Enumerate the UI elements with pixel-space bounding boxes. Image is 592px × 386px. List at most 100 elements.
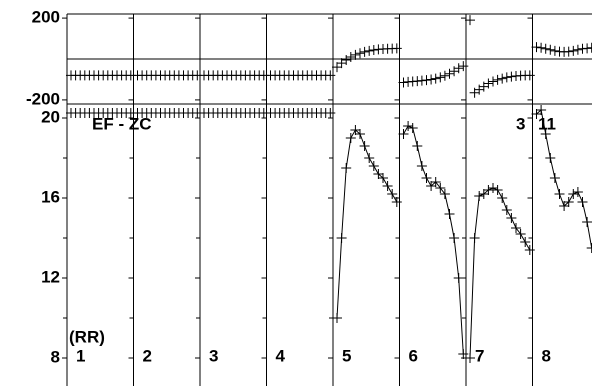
data-point	[412, 141, 423, 151]
data-point	[426, 181, 437, 191]
data-point	[430, 73, 441, 84]
data-point	[355, 129, 365, 139]
data-point	[582, 43, 592, 54]
data-point	[492, 185, 503, 195]
series-line	[536, 109, 592, 249]
data-point	[368, 45, 379, 55]
data-point	[568, 189, 579, 199]
data-point	[545, 153, 556, 163]
data-point	[444, 68, 455, 79]
data-point	[586, 243, 592, 253]
data-point	[554, 189, 565, 199]
data-point	[549, 45, 560, 56]
data-point	[387, 189, 398, 199]
annotation: 11	[538, 114, 556, 133]
data-point	[531, 109, 542, 119]
data-point	[439, 189, 450, 199]
data-point	[577, 197, 588, 207]
data-point	[563, 46, 574, 57]
data-point	[332, 62, 342, 73]
data-point	[364, 153, 375, 163]
data-point	[398, 129, 409, 139]
series-line	[403, 125, 464, 355]
data-point	[568, 45, 579, 56]
data-point	[332, 313, 342, 323]
data-point	[391, 197, 402, 207]
data-point	[540, 129, 551, 139]
panel-label: 2	[143, 346, 152, 365]
data-point	[531, 42, 542, 53]
data-point	[501, 72, 512, 83]
data-point	[350, 125, 361, 135]
data-point	[488, 76, 498, 87]
data-point	[350, 49, 361, 60]
y-tick-label: -200	[26, 89, 60, 108]
data-point	[524, 70, 535, 81]
data-point	[465, 353, 475, 363]
data-point	[549, 173, 560, 183]
data-point	[325, 108, 336, 118]
data-point	[416, 161, 427, 171]
data-point	[478, 189, 489, 199]
y-tick-label: 16	[41, 187, 60, 206]
data-point	[563, 197, 574, 207]
data-point	[453, 63, 464, 74]
data-point	[501, 205, 512, 215]
y-tick-label: 20	[41, 107, 60, 126]
y-tick-label: 8	[51, 347, 60, 366]
data-point	[582, 217, 592, 227]
data-point	[545, 44, 556, 55]
data-point	[364, 45, 375, 56]
data-point	[524, 245, 535, 255]
series-line	[336, 129, 398, 319]
data-point	[536, 105, 547, 115]
data-point	[398, 77, 409, 88]
series-line	[469, 187, 531, 359]
data-point	[474, 191, 485, 201]
data-point	[511, 223, 521, 233]
data-point	[345, 51, 356, 62]
data-point	[492, 74, 503, 85]
data-point	[449, 233, 460, 243]
data-point	[336, 233, 347, 243]
data-point	[378, 173, 388, 183]
panel-label: 5	[342, 346, 351, 365]
data-point	[453, 273, 464, 283]
data-point	[536, 42, 547, 53]
panel-label: 3	[209, 346, 218, 365]
data-point	[373, 169, 384, 179]
data-point	[359, 141, 370, 151]
panel-label: 7	[475, 346, 484, 365]
data-point	[540, 43, 551, 54]
data-point	[488, 183, 498, 193]
data-point	[426, 74, 437, 85]
data-point	[515, 229, 526, 239]
data-point	[444, 209, 455, 219]
data-point	[572, 44, 583, 55]
data-point	[483, 185, 494, 195]
y-tick-label: 200	[32, 8, 60, 27]
data-point	[497, 73, 508, 84]
data-point	[506, 71, 517, 82]
data-point	[341, 163, 352, 173]
data-point	[403, 121, 414, 131]
data-point	[458, 61, 469, 72]
data-point	[465, 15, 475, 26]
data-point	[368, 161, 379, 171]
y-tick-label: 12	[41, 267, 60, 286]
data-point	[407, 123, 418, 133]
y-axis-label: (RR)	[69, 327, 105, 346]
data-point	[469, 233, 480, 243]
data-point	[559, 201, 570, 211]
annotation: 3	[516, 114, 525, 133]
data-point	[435, 72, 446, 83]
data-point	[416, 75, 427, 86]
panel-label: 1	[76, 346, 85, 365]
data-point	[439, 70, 450, 81]
panel-label: 8	[542, 346, 551, 365]
data-point	[430, 177, 441, 187]
data-point	[421, 75, 432, 86]
data-point	[506, 213, 517, 223]
data-point	[435, 183, 446, 193]
